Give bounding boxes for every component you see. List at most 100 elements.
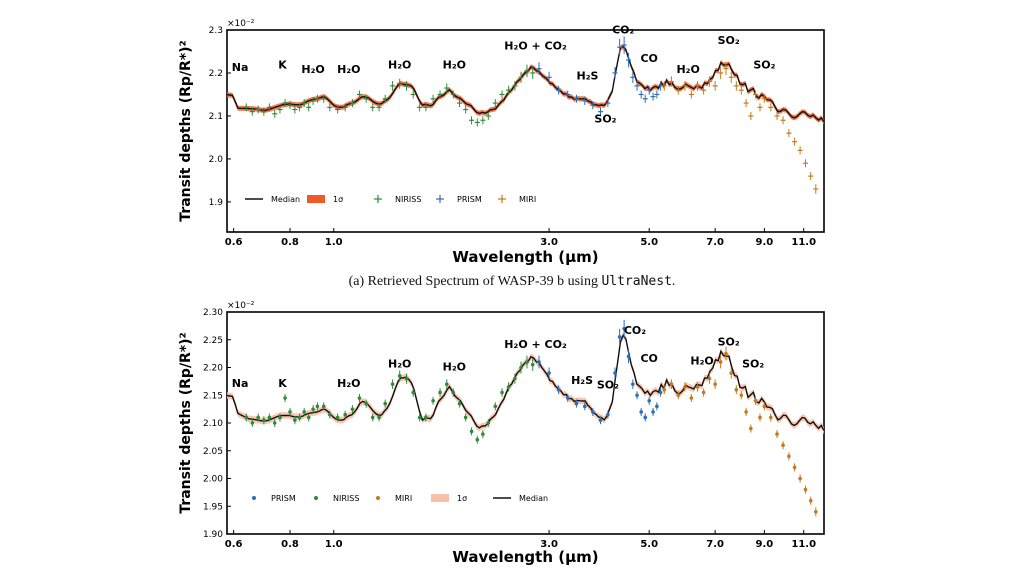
x-tick-label: 5.0 <box>640 539 658 550</box>
legend-label: Median <box>519 494 548 503</box>
niriss-point <box>278 415 282 420</box>
annotation-label: H₂O <box>676 63 699 76</box>
annotation-label: K <box>278 377 287 390</box>
annotation-label: H₂O <box>443 360 466 373</box>
x-tick-label: 7.0 <box>706 237 724 248</box>
bottom-spectrum-chart: 1.90 1.95 2.00 2.05 2.10 2.15 2.20 2.25 2.30 0.6 0… <box>178 301 825 566</box>
niriss-point <box>390 382 395 386</box>
prism-point <box>647 399 651 403</box>
miri-point <box>775 432 779 436</box>
x-tick-label: 3.0 <box>540 539 558 550</box>
legend-sigma-swatch <box>307 195 325 203</box>
niriss-point <box>431 399 435 403</box>
miri-point <box>707 376 712 381</box>
caption-suffix: . <box>671 274 676 289</box>
niriss-point <box>444 382 449 386</box>
y-tick-label: 1.95 <box>203 502 223 512</box>
niriss-point <box>306 415 311 420</box>
annotation-label: H₂S <box>571 374 593 387</box>
prism-point <box>598 418 603 423</box>
niriss-point <box>256 415 260 420</box>
niriss-point <box>377 415 381 420</box>
miri-point <box>713 382 717 386</box>
annotation-label: H₂O <box>443 59 466 72</box>
niriss-point <box>397 374 402 378</box>
legend-marker <box>314 496 318 500</box>
niriss-point <box>506 385 511 389</box>
annotation-label: Na <box>232 61 249 74</box>
y-tick-label: 2.3 <box>209 26 223 36</box>
legend-marker <box>252 496 256 500</box>
prism-point <box>622 326 626 331</box>
annotation-label: CO₂ <box>624 324 646 337</box>
legend-sigma-swatch <box>431 494 449 502</box>
niriss-point <box>250 421 255 425</box>
niriss-point <box>283 396 287 400</box>
niriss-point <box>327 412 332 417</box>
x-tick-label: 7.0 <box>706 539 724 550</box>
miri-point <box>769 415 773 420</box>
prism-point <box>565 396 570 400</box>
niriss-point <box>424 415 428 420</box>
niriss-point <box>513 376 517 381</box>
annotation-label: Na <box>232 377 249 390</box>
x-axis-label: Wavelength (μm) <box>452 248 598 266</box>
niriss-point <box>288 410 292 414</box>
niriss-point <box>438 390 442 395</box>
x-tick-label: 1.0 <box>325 539 343 550</box>
legend-label: MIRI <box>519 195 536 204</box>
x-tick-label: 11.0 <box>791 539 816 550</box>
niriss-point <box>475 437 480 442</box>
miri-point <box>734 387 739 392</box>
legend-label: NIRISS <box>395 195 421 204</box>
niriss-point <box>315 404 320 409</box>
y-tick-label: 2.10 <box>203 419 223 429</box>
prism-point <box>626 354 631 359</box>
annotation-label: SO₂ <box>594 112 616 125</box>
annotation-label: SO₂ <box>753 59 775 72</box>
legend-label: 1σ <box>333 195 343 204</box>
niriss-point <box>383 401 387 406</box>
x-tick-label: 9.0 <box>756 237 774 248</box>
miri-point <box>813 510 818 514</box>
niriss-point <box>469 429 474 434</box>
plot-area <box>226 311 825 535</box>
miri-point <box>662 387 667 392</box>
y-tick-label: 1.9 <box>209 198 224 208</box>
sigma-band <box>227 44 824 125</box>
annotation-label: H₂S <box>577 69 599 82</box>
niriss-point <box>451 390 456 395</box>
annotation-label: H₂O <box>388 59 411 72</box>
legend-label: 1σ <box>457 494 467 503</box>
annotation-label: H₂O <box>388 358 411 371</box>
niriss-point <box>350 407 355 411</box>
legend-label: MIRI <box>395 494 412 503</box>
prism-point <box>631 382 635 386</box>
miri-point <box>729 371 734 375</box>
y-tick-label: 2.20 <box>203 364 223 374</box>
y-multiplier: ×10⁻² <box>227 301 255 311</box>
annotation-label: SO₂ <box>597 379 619 392</box>
miri-point <box>798 476 802 481</box>
miri-point <box>695 385 700 389</box>
annotation-label: SO₂ <box>742 358 764 371</box>
miri-point <box>749 426 753 431</box>
niriss-point <box>262 418 266 423</box>
y-tick-label: 2.0 <box>209 155 224 165</box>
prism-point <box>655 404 659 409</box>
niriss-point <box>293 418 297 423</box>
miri-point <box>683 385 687 389</box>
miri-point <box>701 390 706 395</box>
niriss-point <box>530 362 535 367</box>
annotation-label: CO₂ <box>612 23 634 36</box>
legend-label: Median <box>271 195 300 204</box>
miri-point <box>676 393 681 398</box>
annotation-label: H₂O + CO₂ <box>504 338 567 351</box>
x-tick-label: 0.8 <box>281 237 299 248</box>
prism-point <box>658 390 663 395</box>
prism-point <box>639 410 643 414</box>
y-tick-label: 2.25 <box>203 336 223 346</box>
top-spectrum-chart: 1.9 2.0 2.1 2.2 2.3 0.6 0.8 1.0 3.0 5.0 7.0 9.0 11.0… <box>178 19 825 266</box>
niriss-point <box>411 390 416 395</box>
niriss-point <box>272 421 277 425</box>
